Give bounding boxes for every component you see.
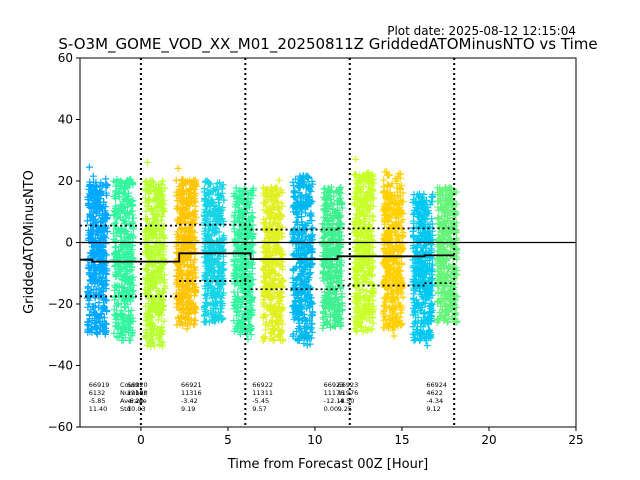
scatter-series-5 (200, 177, 228, 326)
scatter-series-9 (319, 183, 346, 332)
scatter-series-6 (230, 184, 257, 343)
stat-label-line: 66922 (252, 381, 273, 389)
y-tick-label: −60 (48, 420, 73, 434)
stat-label-line: 6132 (89, 389, 106, 397)
stat-label-line: 66919 (89, 381, 110, 389)
x-tick-label: 10 (307, 433, 322, 447)
stat-label-line: 66921 (181, 381, 202, 389)
scatter-series-10 (350, 155, 378, 336)
scatter-points (141, 158, 169, 350)
scatter-points (379, 168, 407, 340)
y-tick-label: 0 (65, 236, 73, 250)
stat-label-line: -6.20 (127, 397, 144, 405)
stat-label-line: 11311 (252, 389, 273, 397)
stat-label-line: 9.12 (426, 405, 440, 413)
x-tick-label: 5 (224, 433, 232, 447)
stat-label-3: 66920 12188 -6.20 10.03 (127, 381, 148, 413)
scatter-series-11 (379, 168, 407, 340)
x-tick-label: 25 (568, 433, 583, 447)
stat-label-7: 66923 11976 -4.50 9.25 (338, 381, 359, 413)
x-tick-label: 15 (394, 433, 409, 447)
scatter-points (319, 183, 346, 332)
stat-label-line: 0.00 (324, 405, 338, 413)
stat-label-line: 10.03 (127, 405, 146, 413)
stat-label-line: 11316 (181, 389, 202, 397)
stat-label-line: Std (120, 405, 131, 413)
stat-label-line: 9.19 (181, 405, 195, 413)
stat-label-line: Average (120, 397, 147, 405)
y-tick-label: 20 (58, 174, 73, 188)
stat-label-line: 11976 (338, 389, 359, 397)
stat-label-line: Number (120, 389, 146, 397)
scatter-points (230, 184, 257, 343)
plot-date: Plot date: 2025-08-12 12:15:04 (387, 24, 576, 38)
y-tick-label: 60 (58, 51, 73, 65)
scatter-series-8 (289, 172, 317, 349)
stat-label-line: 66923 (338, 381, 359, 389)
x-tick-label: 20 (481, 433, 496, 447)
stat-label-line: -3.42 (181, 397, 198, 405)
scatter-series-4 (172, 164, 200, 333)
scatter-points (289, 172, 317, 349)
stat-label-line: 11176 (324, 389, 345, 397)
stat-label-line: Count (120, 381, 140, 389)
stat-label-line: -5.85 (89, 397, 106, 405)
stat-label-2: Count Number Average Std (120, 381, 147, 413)
stat-label-line: 66924 (426, 381, 447, 389)
x-tick-label: 0 (137, 433, 145, 447)
scatter-points (350, 155, 378, 336)
stat-label-line: 11.40 (89, 405, 108, 413)
stat-label-6: 66923 11176 -12.18 0.00 (324, 381, 345, 413)
scatter-series-3 (141, 158, 169, 350)
stat-label-line: -4.50 (338, 397, 355, 405)
scatter-points (172, 164, 200, 333)
stat-label-8: 66924 4622 -4.34 9.12 (426, 381, 447, 413)
y-tick-label: −40 (48, 359, 73, 373)
stat-label-1: 66919 6132 -5.85 11.40 (89, 381, 110, 413)
scatter-points (200, 177, 228, 326)
y-axis-label: GriddedATOMinusNTO (22, 170, 37, 314)
stat-label-line: -12.18 (324, 397, 345, 405)
x-axis-ticks: 0 5 10 15 20 25 (137, 427, 584, 447)
stat-label-4: 66921 11316 -3.42 9.19 (181, 381, 202, 413)
stat-label-line: -5.45 (252, 397, 269, 405)
stat-label-line: 4622 (426, 389, 443, 397)
stat-label-line: 66920 (127, 381, 148, 389)
y-tick-label: 40 (58, 113, 73, 127)
stat-label-line: 12188 (127, 389, 148, 397)
stat-label-line: 9.57 (252, 405, 266, 413)
stat-label-line: 66923 (324, 381, 345, 389)
plot-area: 66919 6132 -5.85 11.40 Count Number Average Std… (80, 58, 576, 427)
stat-label-5: 66922 11311 -5.45 9.57 (252, 381, 273, 413)
x-axis-label: Time from Forecast 00Z [Hour] (227, 457, 429, 472)
chart-title: S-O3M_GOME_VOD_XX_M01_20250811Z GriddedA… (58, 35, 597, 54)
y-tick-label: −20 (48, 297, 73, 311)
mean-step-line (80, 252, 455, 263)
stat-label-line: 9.25 (338, 405, 352, 413)
y-axis-ticks: −60 −40 −20 0 20 40 60 (48, 51, 80, 434)
stat-label-line: -4.34 (426, 397, 443, 405)
